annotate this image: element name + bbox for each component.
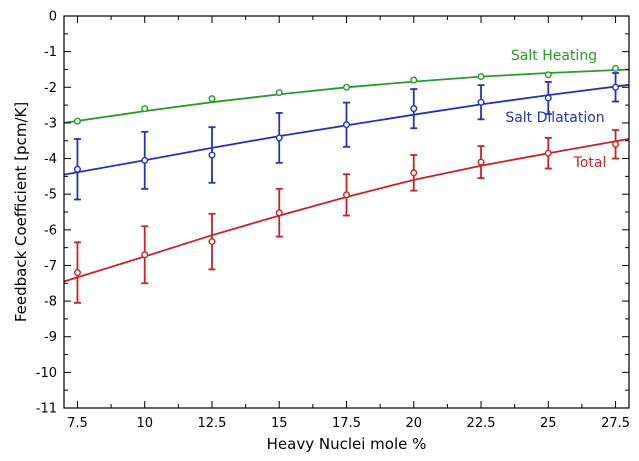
data-point <box>544 71 552 79</box>
data-point <box>410 169 418 177</box>
data-points <box>73 64 620 304</box>
data-point <box>544 149 552 157</box>
data-point <box>612 83 620 91</box>
series-label-total: Total <box>573 155 607 171</box>
data-point <box>477 158 485 166</box>
data-point <box>73 117 81 125</box>
y-tick-label: -9 <box>44 330 57 345</box>
data-point <box>544 94 552 102</box>
x-tick-label: 12.5 <box>197 416 226 431</box>
data-point <box>343 83 351 91</box>
data-point <box>275 134 283 142</box>
data-point <box>141 105 149 113</box>
data-point <box>73 165 81 173</box>
data-point <box>275 209 283 217</box>
y-tick-label: -7 <box>44 259 57 274</box>
y-tick-label: -10 <box>36 366 57 381</box>
data-point <box>343 191 351 199</box>
plot-frame <box>63 15 630 409</box>
x-tick-label: 20 <box>405 416 422 431</box>
y-tick-label: -6 <box>44 223 57 238</box>
data-point <box>612 140 620 148</box>
x-axis-title: Heavy Nuclei mole % <box>267 435 427 453</box>
data-point <box>208 238 216 246</box>
y-tick-label: -8 <box>44 295 57 310</box>
y-tick-label: 0 <box>49 10 57 25</box>
y-tick-label: -5 <box>44 188 57 203</box>
data-point <box>410 105 418 113</box>
data-point <box>477 98 485 106</box>
data-point <box>73 269 81 277</box>
series-label-salt-dilatation: Salt Dilatation <box>505 110 604 126</box>
series-label-salt-heating: Salt Heating <box>511 48 597 64</box>
data-point <box>477 73 485 81</box>
series-labels: Salt Heating Salt Dilatation Total <box>505 48 606 171</box>
y-tick-label: -1 <box>44 45 57 60</box>
x-tick-label: 7.5 <box>67 416 88 431</box>
data-point <box>275 89 283 97</box>
y-axis-title: Feedback Coefficient [pcm/K] <box>12 102 30 322</box>
y-axis-ticks: 0 -1 -2 -3 -4 -5 -6 -7 -8 -9 -10 -11 <box>36 10 629 417</box>
data-point <box>208 95 216 103</box>
y-tick-label: -4 <box>44 152 57 167</box>
x-tick-label: 25 <box>540 416 557 431</box>
x-tick-label: 22.5 <box>467 416 496 431</box>
x-tick-label: 17.5 <box>332 416 361 431</box>
x-axis-ticks: 7.5 10 12.5 15 17.5 20 22.5 25 27.5 <box>67 16 630 431</box>
data-point <box>410 76 418 84</box>
data-point <box>208 151 216 159</box>
data-point <box>141 251 149 259</box>
x-tick-label: 10 <box>136 416 153 431</box>
y-tick-label: -11 <box>36 402 57 417</box>
data-point <box>343 121 351 129</box>
y-tick-label: -3 <box>44 116 57 131</box>
x-tick-label: 15 <box>271 416 288 431</box>
data-point <box>612 64 620 72</box>
data-point <box>141 156 149 164</box>
x-tick-label: 27.5 <box>601 416 630 431</box>
y-tick-label: -2 <box>44 81 57 96</box>
